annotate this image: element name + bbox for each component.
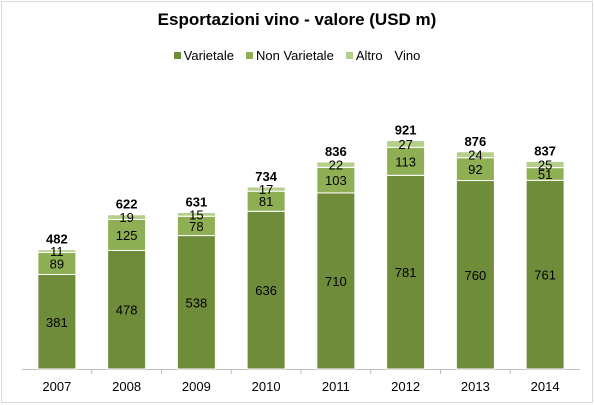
data-label: 17 <box>259 182 273 197</box>
data-label: 478 <box>116 303 138 318</box>
data-label: 81 <box>259 194 273 209</box>
total-label: 622 <box>116 197 138 212</box>
total-label: 921 <box>395 123 417 138</box>
data-label: 92 <box>468 162 482 177</box>
bar-segment <box>525 160 565 169</box>
total-label: 837 <box>534 143 556 158</box>
bar-segment <box>176 212 216 217</box>
bar-segment <box>107 214 147 220</box>
bar-segment <box>107 249 147 370</box>
data-label: 24 <box>468 148 482 163</box>
bar-segment <box>455 151 495 159</box>
data-label: 27 <box>398 137 412 152</box>
bar-segment <box>316 192 356 370</box>
bar-segment <box>246 186 286 192</box>
legend-swatch <box>173 52 181 60</box>
legend-label: Vino <box>394 48 421 63</box>
data-label: 78 <box>189 219 203 234</box>
x-tick-label: 2014 <box>531 379 560 394</box>
data-label: 11 <box>50 244 64 259</box>
bar-segment <box>525 179 565 370</box>
legend-label: Altro <box>355 48 383 63</box>
bar-segment <box>316 161 356 168</box>
total-label: 482 <box>46 232 68 247</box>
bar-segment <box>107 218 147 251</box>
bar-segment <box>455 180 495 370</box>
legend-swatch <box>345 52 353 60</box>
x-tick-label: 2012 <box>391 379 420 394</box>
x-tick-label: 2013 <box>461 379 490 394</box>
data-label: 636 <box>255 283 277 298</box>
data-label: 760 <box>465 268 487 283</box>
bar-segment <box>37 249 77 253</box>
data-label: 103 <box>325 173 347 188</box>
data-label: 25 <box>538 158 552 173</box>
data-label: 538 <box>186 295 208 310</box>
data-label: 19 <box>119 210 133 225</box>
data-label: 761 <box>534 268 556 283</box>
chart-title: Esportazioni vino - valore (USD m) <box>157 10 437 29</box>
bar-segment <box>386 140 426 148</box>
bar-segment <box>37 274 77 370</box>
data-label: 381 <box>46 315 68 330</box>
legend-item: Non Varietale <box>246 48 334 63</box>
x-tick-label: 2010 <box>252 379 281 394</box>
legend-label: Varietale <box>183 48 234 63</box>
bar-segment <box>246 210 286 370</box>
x-tick-label: 2009 <box>182 379 211 394</box>
data-label: 781 <box>395 265 417 280</box>
total-label: 836 <box>325 144 347 159</box>
data-label: 51 <box>538 167 552 182</box>
legend-label: Non Varietale <box>256 48 334 63</box>
total-label: 631 <box>186 195 208 210</box>
data-label: 710 <box>325 274 347 289</box>
x-tick-label: 2008 <box>112 379 141 394</box>
legend-swatch <box>246 52 253 60</box>
legend-item: Varietale <box>173 48 234 63</box>
x-tick-label: 2011 <box>322 379 350 394</box>
total-label: 876 <box>465 134 487 149</box>
data-label: 22 <box>329 158 343 173</box>
bar-segment <box>316 166 356 194</box>
total-label: 734 <box>255 169 277 184</box>
data-label: 89 <box>50 256 64 271</box>
legend-item: Altro <box>345 48 383 63</box>
x-tick-label: 2007 <box>42 379 71 394</box>
data-label: 15 <box>189 207 203 222</box>
data-label: 125 <box>116 228 138 243</box>
chart-legend: Varietale Non Varietale Altro Vino <box>2 48 592 63</box>
data-label: 113 <box>395 154 416 169</box>
